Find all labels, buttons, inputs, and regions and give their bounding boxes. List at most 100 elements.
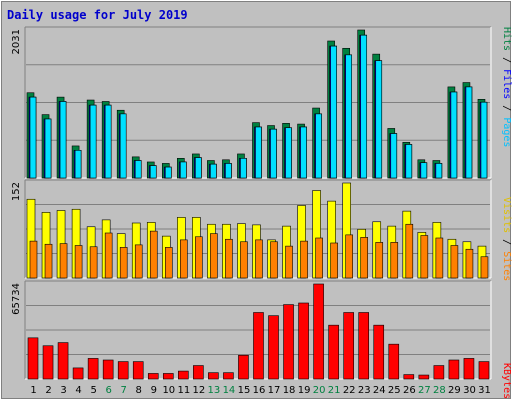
- bar-kbytes-day-4: [72, 367, 84, 380]
- bar-pages-day-24: [375, 60, 383, 179]
- legend-hits_files_pages: Hits / Files / Pages: [501, 27, 512, 147]
- bar-kbytes-day-18: [283, 304, 294, 380]
- x-tick-label-14: 14: [223, 385, 236, 396]
- x-tick-label-7: 7: [121, 385, 127, 396]
- bar-kbytes-day-20: [313, 283, 324, 380]
- bar-sites-day-13: [210, 233, 218, 279]
- bar-sites-day-16: [255, 239, 263, 279]
- bar-pages-day-29: [450, 91, 458, 179]
- bar-sites-day-18: [285, 245, 293, 279]
- legend-item-visits: Visits: [501, 197, 512, 233]
- x-tick-label-25: 25: [388, 385, 401, 396]
- x-tick-label-15: 15: [238, 385, 251, 396]
- x-tick-label-27: 27: [418, 385, 431, 396]
- bar-kbytes-day-6: [102, 359, 114, 380]
- bar-kbytes-day-19: [298, 302, 309, 380]
- bar-pages-day-19: [300, 126, 307, 179]
- x-tick-label-3: 3: [60, 385, 66, 396]
- bar-sites-day-20: [315, 237, 323, 279]
- x-tick-label-12: 12: [193, 385, 206, 396]
- bar-kbytes-day-3: [57, 342, 69, 380]
- bar-pages-day-3: [59, 101, 67, 179]
- legend-visits_sites: Visits / Sites: [501, 197, 512, 281]
- x-tick-label-17: 17: [268, 385, 281, 396]
- bar-kbytes-day-21: [328, 324, 339, 380]
- bar-kbytes-day-10: [162, 373, 174, 380]
- bar-kbytes-day-8: [132, 361, 144, 380]
- bar-sites-day-2: [44, 243, 53, 279]
- bar-pages-day-12: [195, 157, 202, 179]
- bar-pages-day-14: [225, 163, 232, 179]
- x-tick-label-11: 11: [177, 385, 190, 396]
- y-max-label-hits_files_pages: 2031: [11, 29, 22, 54]
- x-tick-label-16: 16: [253, 385, 266, 396]
- bar-sites-day-25: [390, 242, 399, 279]
- bar-sites-day-15: [240, 241, 248, 279]
- bar-kbytes-day-25: [388, 343, 400, 380]
- x-tick-label-5: 5: [90, 385, 96, 396]
- bar-sites-day-23: [360, 237, 369, 279]
- bar-pages-day-8: [134, 160, 142, 179]
- legend-item-sites: Sites: [501, 251, 512, 281]
- x-tick-label-24: 24: [373, 385, 386, 396]
- bar-kbytes-day-5: [87, 358, 99, 380]
- bar-sites-day-11: [180, 239, 188, 279]
- bar-pages-day-16: [255, 126, 262, 179]
- bar-kbytes-day-2: [42, 345, 54, 380]
- x-tick-label-6: 6: [105, 385, 111, 396]
- bar-kbytes-day-31: [478, 361, 490, 380]
- bar-sites-day-5: [89, 246, 98, 279]
- bar-sites-day-24: [375, 242, 384, 279]
- bar-sites-day-10: [164, 247, 173, 279]
- bar-kbytes-day-13: [208, 372, 219, 380]
- x-tick-label-8: 8: [136, 385, 142, 396]
- bar-kbytes-day-27: [418, 374, 430, 380]
- bar-pages-day-22: [345, 54, 352, 179]
- x-tick-label-2: 2: [45, 385, 51, 396]
- y-max-label-kbytes: 65734: [11, 283, 22, 315]
- x-tick-label-26: 26: [403, 385, 416, 396]
- bar-pages-day-13: [210, 163, 217, 179]
- bar-pages-day-7: [119, 113, 127, 179]
- bar-pages-day-27: [420, 162, 428, 179]
- bar-kbytes-day-15: [238, 354, 249, 380]
- bar-kbytes-day-14: [223, 372, 234, 380]
- bar-pages-day-31: [480, 101, 488, 179]
- bar-sites-day-8: [134, 244, 143, 279]
- legend-separator: /: [501, 233, 512, 251]
- x-tick-label-1: 1: [30, 385, 36, 396]
- bar-sites-day-30: [465, 248, 474, 279]
- bar-kbytes-day-7: [117, 361, 129, 380]
- x-tick-label-20: 20: [313, 385, 326, 396]
- bar-kbytes-day-22: [343, 312, 354, 380]
- bar-sites-day-26: [405, 223, 414, 279]
- bar-sites-day-1: [29, 240, 38, 279]
- bar-sites-day-22: [345, 234, 353, 279]
- bar-pages-day-17: [270, 128, 277, 179]
- chart-title: Daily usage for July 2019: [7, 8, 188, 22]
- bar-sites-day-14: [225, 238, 233, 279]
- x-tick-label-31: 31: [478, 385, 491, 396]
- bar-sites-day-4: [74, 245, 83, 279]
- bar-kbytes-day-1: [27, 337, 39, 380]
- x-tick-label-29: 29: [448, 385, 461, 396]
- legend-item-hits: Hits: [501, 27, 512, 51]
- x-tick-label-30: 30: [463, 385, 476, 396]
- legend-kbytes: KBytes: [501, 363, 512, 399]
- bar-sites-day-31: [480, 256, 489, 279]
- x-tick-label-9: 9: [151, 385, 157, 396]
- x-tick-label-22: 22: [343, 385, 356, 396]
- bar-kbytes-day-24: [373, 324, 385, 380]
- bar-sites-day-19: [300, 240, 308, 279]
- y-max-label-visits_sites: 152: [11, 182, 22, 201]
- bar-pages-day-10: [164, 166, 172, 179]
- bar-kbytes-day-11: [178, 370, 189, 380]
- bar-kbytes-day-17: [268, 315, 279, 380]
- bar-sites-day-7: [119, 247, 128, 279]
- bar-pages-day-9: [149, 165, 157, 179]
- x-tick-label-4: 4: [75, 385, 81, 396]
- bar-pages-day-2: [44, 118, 52, 179]
- bar-pages-day-1: [29, 96, 37, 179]
